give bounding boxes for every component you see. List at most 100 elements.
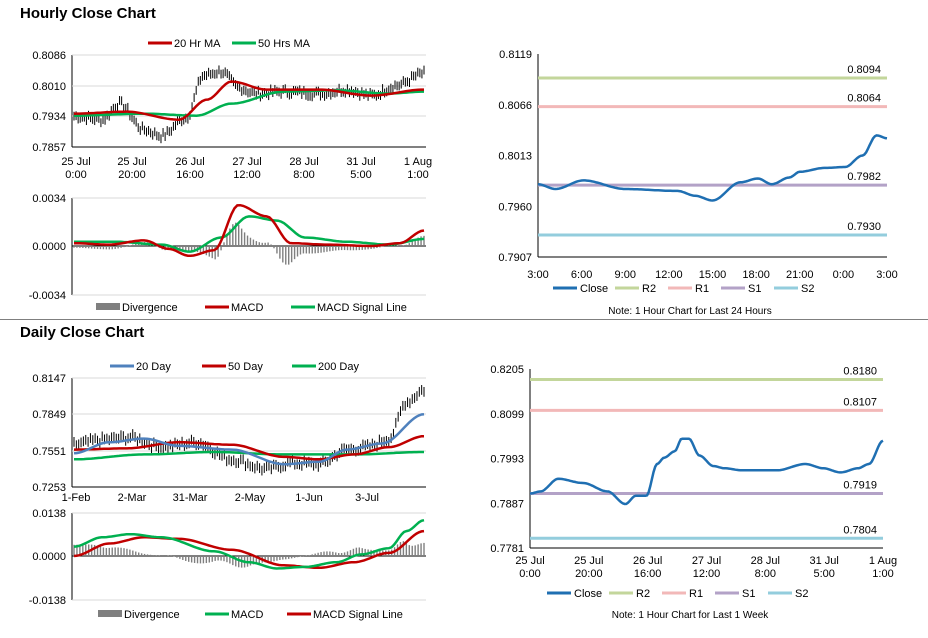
x-tick-label: 8:00: [755, 568, 776, 580]
daily-macd-legend: Divergence MACD MACD Signal Line: [98, 609, 403, 621]
daily-section-title: Daily Close Chart: [20, 324, 145, 341]
x-tick-label: 0:00: [833, 269, 854, 281]
x-tick-label: 8:00: [293, 169, 314, 181]
y-tick-label: 0.8099: [490, 409, 524, 421]
y-tick-label: 0.8147: [32, 373, 66, 385]
x-tick-label: 6:00: [571, 269, 592, 281]
y-tick-label: 0.7907: [498, 252, 532, 264]
legend-label-s1: S1: [748, 283, 761, 295]
level-label-r2: 0.8094: [847, 64, 881, 76]
legend-label-20hr-ma: 20 Hr MA: [174, 38, 221, 50]
x-tick-label: 1-Jun: [295, 492, 323, 504]
legend-label-20-day: 20 Day: [136, 361, 171, 373]
level-label-s1: 0.7919: [843, 480, 877, 492]
legend-swatch-divergence: [98, 610, 122, 617]
x-tick-label: 28 Jul: [751, 555, 780, 567]
y-tick-label: 0.8205: [490, 364, 524, 376]
daily-price-legend: 20 Day 50 Day 200 Day: [110, 361, 359, 373]
legend-label-macd: MACD: [231, 609, 263, 621]
x-tick-label: 16:00: [634, 568, 662, 580]
levels24-note: Note: 1 Hour Chart for Last 24 Hours: [608, 306, 771, 317]
levels1w-y-ticks: 0.8205 0.8099 0.7993 0.7887 0.7781: [490, 364, 524, 555]
x-tick-label: 15:00: [699, 269, 727, 281]
levels24-levels: 0.8094 0.8064 0.7982 0.7930: [538, 64, 887, 237]
levels1w-levels: 0.8180 0.8107 0.7919 0.7804: [530, 366, 883, 540]
levels1w-close-line: [529, 437, 884, 506]
x-tick-label: 12:00: [233, 169, 261, 181]
x-tick-label: 20:00: [575, 568, 603, 580]
legend-label-macd: MACD: [231, 302, 263, 314]
x-tick-label: 3-Jul: [355, 492, 379, 504]
y-tick-label: 0.8086: [32, 50, 66, 62]
x-tick-label: 27 Jul: [232, 156, 261, 168]
y-tick-label: 0.7934: [32, 111, 66, 123]
section-divider: [0, 319, 928, 320]
legend-label-50hr-ma: 50 Hrs MA: [258, 38, 311, 50]
legend-label-r2: R2: [642, 283, 656, 295]
x-tick-label: 25 Jul: [117, 156, 146, 168]
y-tick-label: 0.0000: [32, 241, 66, 253]
legend-label-r1: R1: [689, 588, 703, 600]
y-tick-label: 0.7253: [32, 482, 66, 494]
x-tick-label: 5:00: [350, 169, 371, 181]
legend-label-signal: MACD Signal Line: [317, 302, 407, 314]
x-tick-label: 3:00: [876, 269, 897, 281]
hourly-price-y-ticks: 0.8086 0.8010 0.7934 0.7857: [32, 50, 66, 154]
y-tick-label: 0.7887: [490, 498, 524, 510]
levels1w-note: Note: 1 Hour Chart for Last 1 Week: [612, 610, 770, 621]
y-tick-label: 0.0000: [32, 551, 66, 563]
legend-swatch-divergence: [96, 303, 120, 310]
daily-50-day-line: [74, 434, 425, 461]
legend-label-close: Close: [574, 588, 602, 600]
x-tick-label: 28 Jul: [289, 156, 318, 168]
y-tick-label: 0.7857: [32, 142, 66, 154]
level-label-s2: 0.7804: [843, 524, 877, 536]
hourly-section-title: Hourly Close Chart: [20, 5, 156, 22]
legend-label-close: Close: [580, 283, 608, 295]
y-tick-label: 0.7993: [490, 454, 524, 466]
x-tick-label: 1-Feb: [62, 492, 91, 504]
hourly-macd-line: [74, 203, 425, 258]
level-label-r1: 0.8064: [847, 93, 881, 105]
y-tick-label: 0.8010: [32, 81, 66, 93]
levels24-legend: Close R2 R1 S1 S2: [553, 283, 814, 295]
legend-label-s2: S2: [795, 588, 808, 600]
y-tick-label: 0.8066: [498, 100, 532, 112]
x-tick-label: 31 Jul: [809, 555, 838, 567]
y-tick-label: 0.7781: [490, 543, 524, 555]
y-tick-label: 0.8013: [498, 151, 532, 163]
x-tick-label: 31 Jul: [346, 156, 375, 168]
legend-label-200-day: 200 Day: [318, 361, 359, 373]
hourly-price-legend: 20 Hr MA 50 Hrs MA: [148, 38, 311, 50]
legend-label-r1: R1: [695, 283, 709, 295]
x-tick-label: 25 Jul: [574, 555, 603, 567]
x-tick-label: 0:00: [519, 568, 540, 580]
x-tick-label: 25 Jul: [515, 555, 544, 567]
legend-label-r2: R2: [636, 588, 650, 600]
y-tick-label: 0.7960: [498, 201, 532, 213]
legend-label-50-day: 50 Day: [228, 361, 263, 373]
x-tick-label: 16:00: [176, 169, 204, 181]
level-label-r2: 0.8180: [843, 366, 877, 378]
daily-macd-signal-line: [73, 529, 425, 570]
hourly-20hr-ma-line: [73, 80, 424, 121]
x-tick-label: 27 Jul: [692, 555, 721, 567]
level-label-s1: 0.7982: [847, 171, 881, 183]
x-tick-label: 1 Aug: [869, 555, 897, 567]
x-tick-label: 26 Jul: [175, 156, 204, 168]
y-tick-label: 0.7849: [32, 409, 66, 421]
x-tick-label: 25 Jul: [61, 156, 90, 168]
levels24-y-ticks: 0.8119 0.8066 0.8013 0.7960 0.7907: [498, 49, 532, 264]
x-tick-label: 2-Mar: [118, 492, 147, 504]
x-tick-label: 3:00: [527, 269, 548, 281]
daily-20-day-line: [73, 412, 425, 466]
x-tick-label: 5:00: [813, 568, 834, 580]
x-tick-label: 21:00: [786, 269, 814, 281]
x-tick-label: 2-May: [235, 492, 266, 504]
y-tick-label: 0.0138: [32, 508, 66, 520]
